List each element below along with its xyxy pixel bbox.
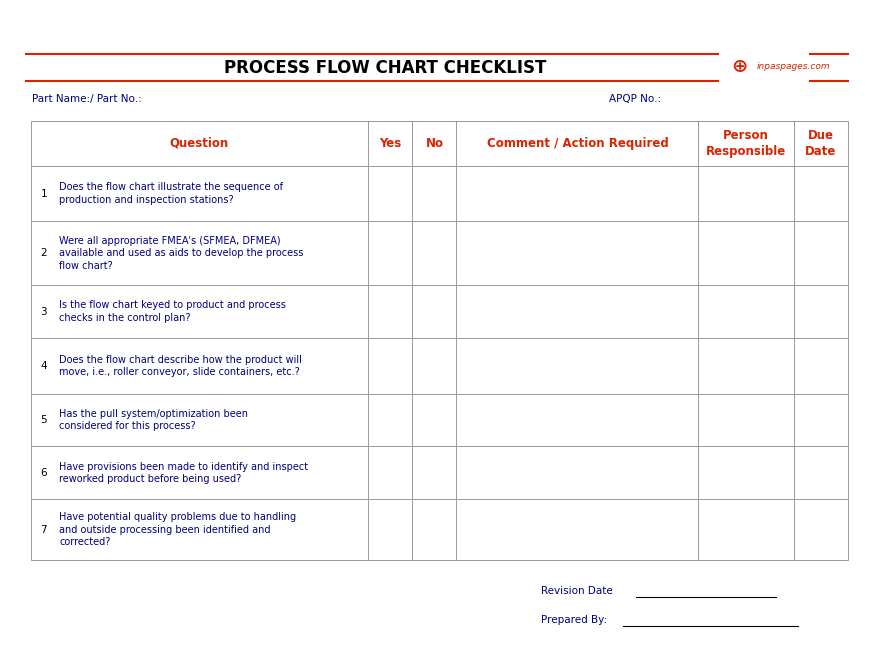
Text: APQP No.:: APQP No.: [609, 93, 661, 104]
Text: 6: 6 [40, 467, 47, 478]
Text: Have potential quality problems due to handling
and outside processing been iden: Have potential quality problems due to h… [60, 512, 296, 547]
Bar [31, 121, 848, 560]
Text: 5: 5 [40, 415, 47, 425]
Text: Yes: Yes [379, 137, 401, 150]
Text: Has the pull system/optimization been
considered for this process?: Has the pull system/optimization been co… [60, 409, 248, 431]
Text: No: No [426, 137, 443, 150]
Text: Have provisions been made to identify and inspect
reworked product before being : Have provisions been made to identify an… [60, 461, 308, 484]
Text: 2: 2 [40, 248, 47, 259]
Text: Does the flow chart describe how the product will
move, i.e., roller conveyor, s: Does the flow chart describe how the pro… [60, 355, 302, 377]
Text: 1: 1 [40, 188, 47, 198]
Text: Does the flow chart illustrate the sequence of
production and inspection station: Does the flow chart illustrate the seque… [60, 182, 283, 205]
Text: Comment / Action Required: Comment / Action Required [486, 137, 668, 150]
Text: PROCESS FLOW CHART CHECKLIST: PROCESS FLOW CHART CHECKLIST [224, 58, 547, 77]
Text: ⊕: ⊕ [731, 58, 747, 76]
Text: Were all appropriate FMEA's (SFMEA, DFMEA)
available and used as aids to develop: Were all appropriate FMEA's (SFMEA, DFME… [60, 236, 304, 271]
Text: inpaspages.com: inpaspages.com [757, 62, 830, 72]
Text: 3: 3 [40, 306, 47, 317]
Text: Question: Question [170, 137, 229, 150]
Text: Prepared By:: Prepared By: [541, 615, 607, 625]
Text: Revision Date: Revision Date [541, 586, 613, 597]
Text: Person
Responsible: Person Responsible [706, 129, 787, 158]
Text: 4: 4 [40, 361, 47, 371]
Text: 7: 7 [40, 524, 47, 534]
Text: Is the flow chart keyed to product and process
checks in the control plan?: Is the flow chart keyed to product and p… [60, 300, 286, 323]
Text: Part Name:/ Part No.:: Part Name:/ Part No.: [32, 93, 142, 104]
Text: Due
Date: Due Date [805, 129, 837, 158]
